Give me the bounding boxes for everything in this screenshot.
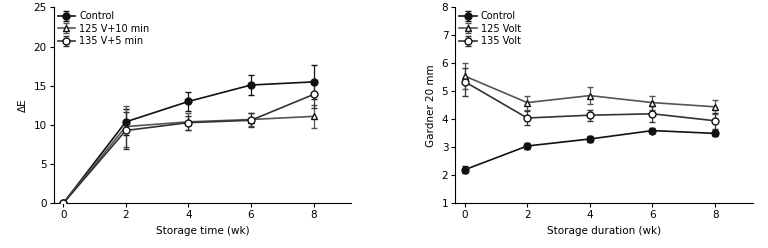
Legend: Control, 125 Volt, 135 Volt: Control, 125 Volt, 135 Volt	[457, 9, 522, 48]
Y-axis label: ΔE: ΔE	[18, 99, 28, 112]
Y-axis label: Gardner 20 mm: Gardner 20 mm	[426, 64, 436, 147]
Legend: Control, 125 V+10 min, 135 V+5 min: Control, 125 V+10 min, 135 V+5 min	[56, 9, 151, 48]
X-axis label: Storage duration (wk): Storage duration (wk)	[547, 226, 661, 236]
X-axis label: Storage time (wk): Storage time (wk)	[156, 226, 250, 236]
